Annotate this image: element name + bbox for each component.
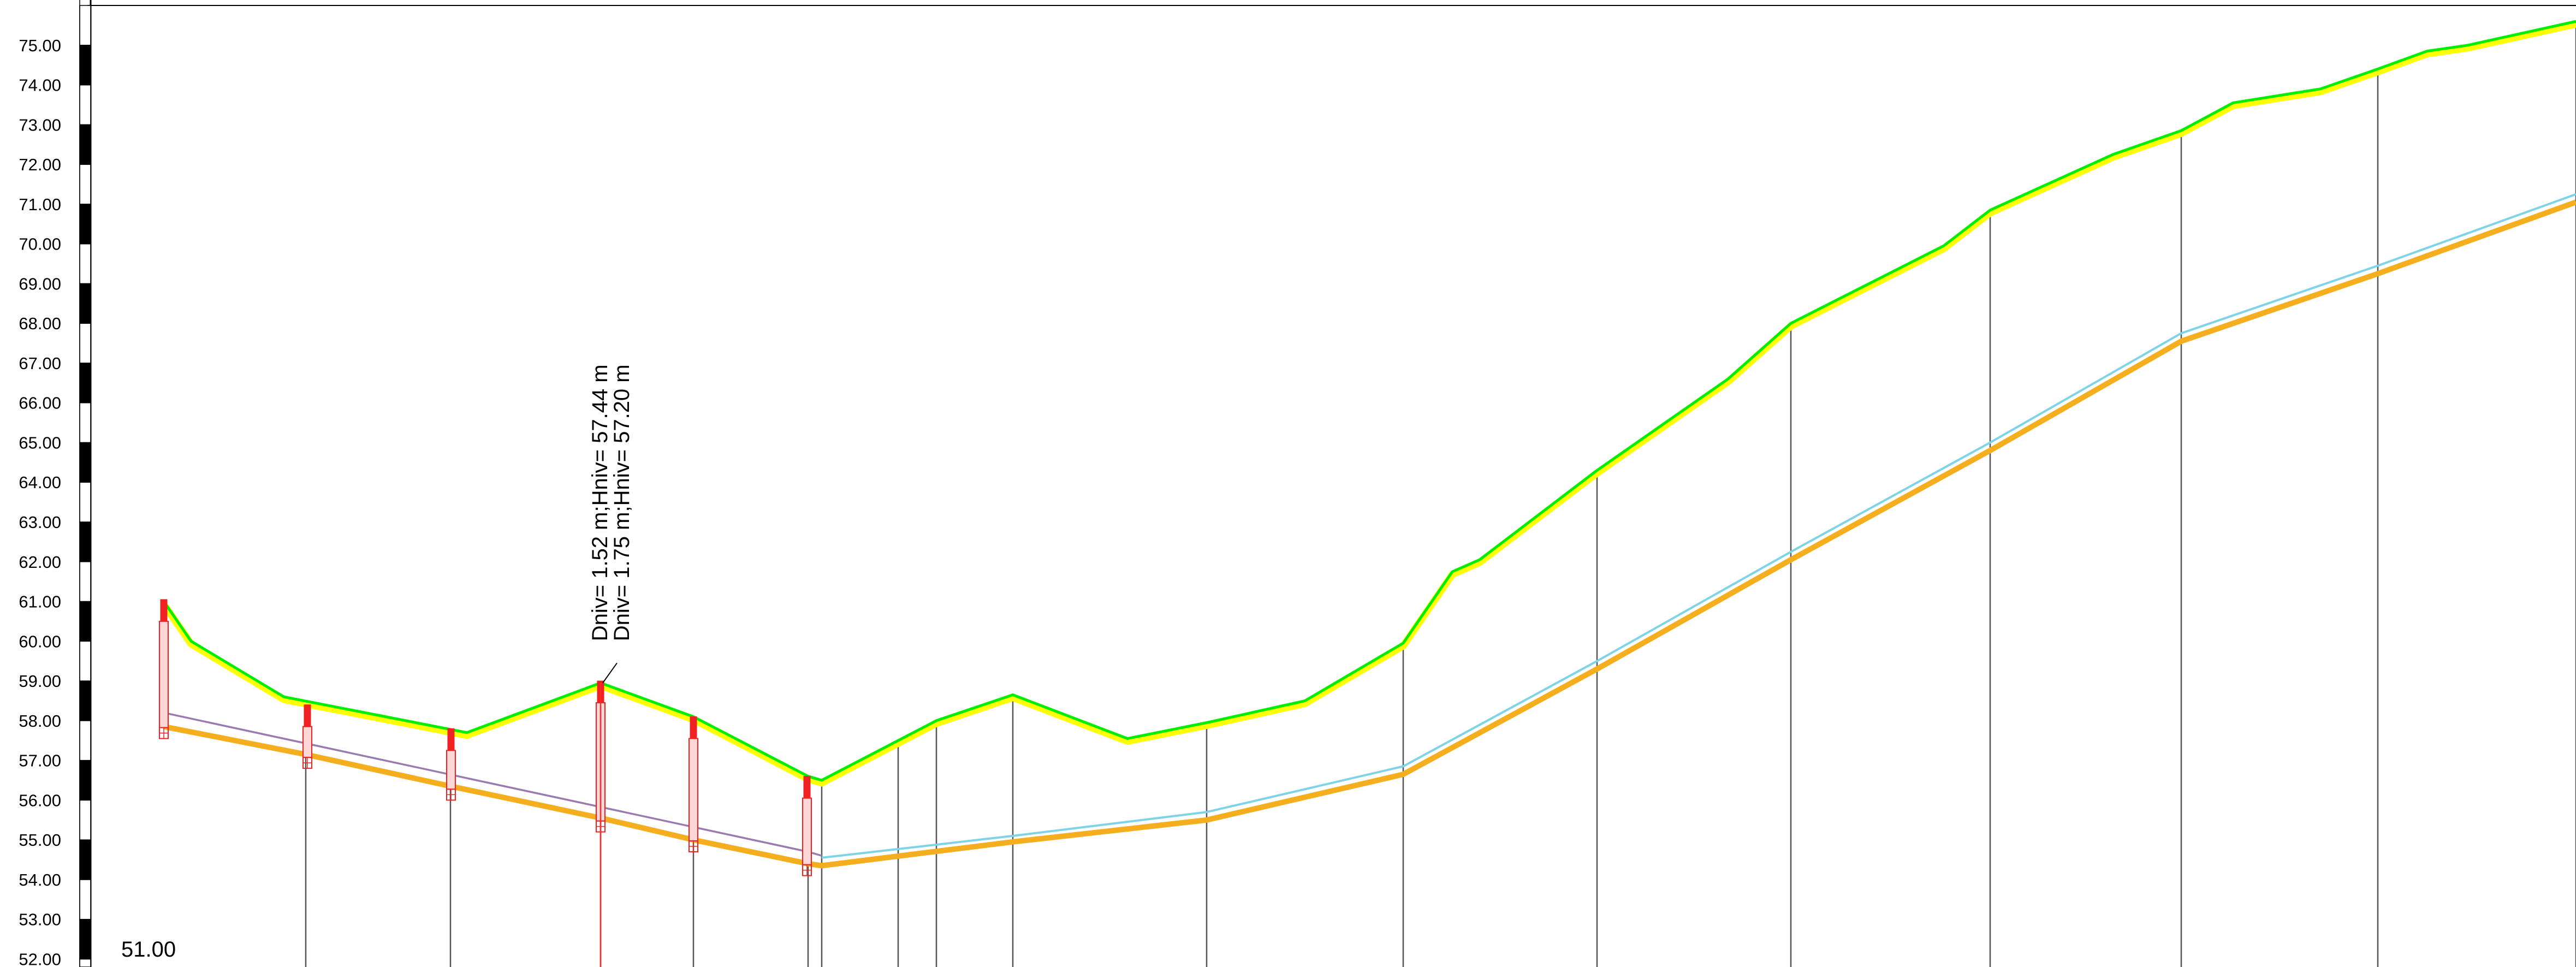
y-tick-label: 62.00: [19, 553, 61, 572]
manhole-shaft: [302, 726, 312, 758]
ground-halo: [161, 20, 2576, 787]
y-tick-label: 59.00: [19, 672, 61, 691]
scale-bar-block: [79, 799, 91, 840]
scale-bar-block: [79, 918, 91, 960]
scale-bar-block: [79, 204, 91, 245]
scale-bar-block: [79, 561, 91, 602]
scale-bar-block: [79, 760, 91, 801]
scale-bar-block: [79, 442, 91, 483]
y-tick-label: 60.00: [19, 632, 61, 651]
manhole: [302, 704, 312, 769]
y-tick-label: 75.00: [19, 36, 61, 55]
pipe-line: [163, 199, 2576, 869]
annotation-text-1: Dniv= 1.52 m;Hniv= 57.44 m: [588, 364, 612, 641]
scale-bar-block: [79, 45, 91, 86]
manholes: [159, 599, 812, 876]
scale-bar-block: [79, 124, 91, 165]
manhole-shaft: [688, 738, 698, 841]
annotation-leader: [602, 662, 618, 684]
manhole-cover: [690, 716, 697, 742]
scale-bar-block: [79, 243, 91, 284]
scale-bar-block: [79, 521, 91, 562]
scale-bar-block: [79, 640, 91, 681]
scale-bar-block: [79, 482, 91, 523]
scale-bar-block: [79, 680, 91, 721]
manhole: [802, 776, 812, 876]
y-tick-label: 71.00: [19, 195, 61, 214]
y-tick-label: 73.00: [19, 115, 61, 134]
manhole: [446, 728, 456, 801]
y-tick-label: 56.00: [19, 791, 61, 810]
chainage-lines: [305, 21, 2576, 967]
y-tick-label: 70.00: [19, 235, 61, 254]
scale-bar-block: [79, 164, 91, 205]
scale-bar-block: [79, 84, 91, 126]
elevation-axis: 52.00 53.00 54.00 55.00 56.00 57.00 58.00 59.00…: [19, 0, 2576, 967]
y-tick-label: 54.00: [19, 870, 61, 889]
manhole: [688, 716, 698, 852]
scale-bar-block: [79, 958, 91, 967]
manhole-shaft: [446, 750, 456, 790]
y-tick-label: 67.00: [19, 354, 61, 373]
y-tick-label: 53.00: [19, 910, 61, 929]
scale-bar-block: [79, 283, 91, 324]
scale-bar-block: [79, 879, 91, 920]
manhole-shaft: [802, 797, 812, 865]
ground-line: [162, 20, 2576, 782]
y-tick-label: 64.00: [19, 473, 61, 492]
manhole-cover: [447, 728, 455, 754]
scale-bar-block: [79, 363, 91, 404]
manhole: [159, 599, 169, 739]
y-tick-label: 58.00: [19, 711, 61, 731]
manhole-cover: [160, 599, 168, 625]
datum-label: 51.00: [121, 938, 176, 962]
manhole-cover: [803, 776, 811, 802]
scale-bar-block: [79, 5, 91, 46]
y-tick-label: 63.00: [19, 513, 61, 532]
scale-bar-block: [79, 402, 91, 443]
manhole-cover: [304, 704, 311, 730]
y-tick-label: 68.00: [19, 314, 61, 333]
annotation-text-2: Dniv= 1.75 m;Hniv= 57.20 m: [610, 364, 634, 641]
pipe-upper-line: [821, 193, 2576, 859]
scale-bar-block: [79, 839, 91, 880]
manhole-shaft: [159, 620, 169, 728]
scale-bar-block: [79, 720, 91, 761]
y-tick-label: 57.00: [19, 751, 61, 770]
y-tick-label: 66.00: [19, 394, 61, 413]
y-tick-label: 52.00: [19, 950, 61, 967]
scale-bar-block: [79, 601, 91, 642]
y-tick-label: 69.00: [19, 274, 61, 293]
profile-series: [161, 20, 2576, 869]
y-tick-label: 65.00: [19, 433, 61, 452]
y-tick-label: 61.00: [19, 592, 61, 612]
y-tick-label: 74.00: [19, 76, 61, 95]
y-tick-label: 55.00: [19, 830, 61, 850]
scale-bar-block: [79, 323, 91, 364]
y-tick-label: 72.00: [19, 155, 61, 174]
